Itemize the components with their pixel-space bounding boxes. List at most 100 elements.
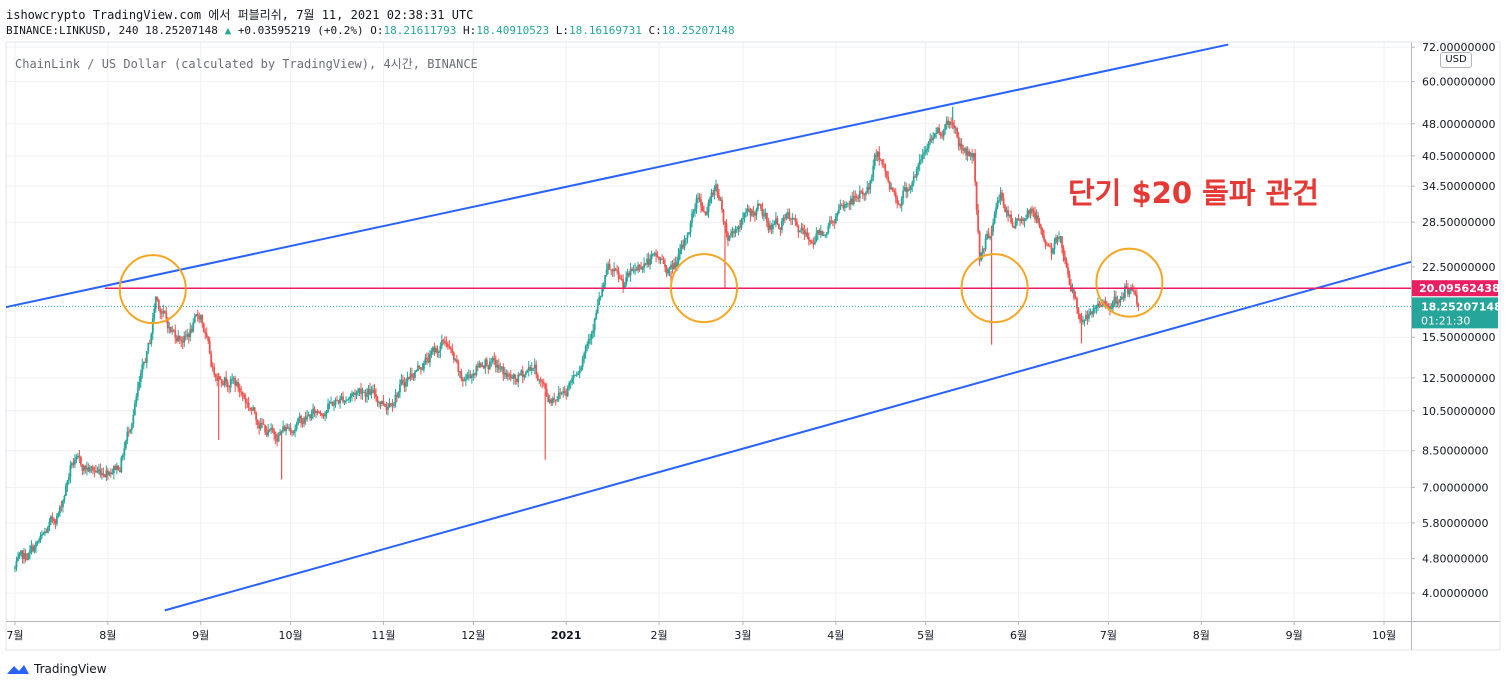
candle <box>941 130 944 140</box>
candle-body <box>587 338 590 345</box>
candle-body <box>35 542 37 548</box>
candle-body <box>1026 210 1029 219</box>
candle-body <box>1064 256 1066 261</box>
candle <box>831 220 834 227</box>
candle <box>842 199 845 211</box>
candle <box>821 230 824 237</box>
candle-body <box>557 392 560 400</box>
candle-body <box>479 363 482 367</box>
candle <box>915 167 918 181</box>
candle <box>72 457 75 468</box>
candle-body <box>1086 314 1089 319</box>
candle-body <box>617 271 620 279</box>
candle <box>349 393 352 403</box>
candle-body <box>553 398 556 400</box>
candle <box>786 208 789 220</box>
candle <box>1020 216 1023 224</box>
candle-body <box>358 388 361 391</box>
candle-body <box>999 192 1002 201</box>
candle <box>94 464 97 473</box>
candle <box>406 371 409 387</box>
candle <box>1121 292 1123 301</box>
candle <box>68 473 70 485</box>
candle-body <box>434 348 437 353</box>
candle <box>1128 287 1131 298</box>
candle <box>569 379 572 390</box>
candle <box>855 193 858 202</box>
currency-badge[interactable]: USD <box>1440 52 1472 68</box>
candle-body <box>84 466 87 470</box>
candle <box>1061 236 1063 254</box>
candle <box>384 403 386 408</box>
candle <box>473 372 476 379</box>
candle-body <box>340 396 343 399</box>
candle <box>794 214 797 226</box>
candle-body <box>542 382 545 384</box>
candle <box>99 463 102 478</box>
candle-body <box>235 382 238 386</box>
candle-body <box>688 232 690 235</box>
footer-branding[interactable]: TradingView <box>6 659 107 679</box>
low-value: 18.16169731 <box>569 24 642 37</box>
candle-body <box>927 142 930 149</box>
candle <box>430 348 433 359</box>
candle <box>551 396 554 406</box>
candle-body <box>887 176 890 182</box>
candle <box>866 181 869 194</box>
high-value: 18.40910523 <box>476 24 550 37</box>
candle-body <box>1088 313 1090 319</box>
candle-body <box>361 392 364 394</box>
candle <box>884 163 887 178</box>
candle-body <box>755 209 758 216</box>
candle <box>813 236 816 245</box>
candle <box>460 368 463 382</box>
candle-body <box>857 198 860 199</box>
candle-body <box>115 465 118 470</box>
price-tick-label: 72.00000000 <box>1422 41 1495 54</box>
candle <box>154 296 157 313</box>
candle <box>79 455 82 467</box>
candle <box>318 410 320 414</box>
candle-body <box>355 392 358 396</box>
candle <box>511 374 514 379</box>
candle <box>339 395 341 409</box>
candle <box>115 462 118 475</box>
candle <box>150 332 153 347</box>
candle <box>734 225 737 237</box>
time-tick-label: 3월 <box>734 629 751 642</box>
candle-body <box>733 231 735 234</box>
price-tick-label: 7.00000000 <box>1422 481 1488 494</box>
candle-body <box>65 485 67 496</box>
candle <box>810 239 813 244</box>
candle-body <box>213 367 216 375</box>
candle-body <box>455 359 458 363</box>
candle-body <box>960 143 963 149</box>
candle-body <box>580 367 583 371</box>
candle-body <box>424 357 427 364</box>
candle <box>240 385 243 397</box>
candle <box>803 224 806 240</box>
candle <box>274 431 277 444</box>
candle <box>599 295 602 301</box>
candle <box>393 401 395 409</box>
candle <box>1110 303 1113 310</box>
candle-body <box>978 231 981 261</box>
candle <box>301 417 304 428</box>
candle-body <box>807 236 810 240</box>
candle <box>523 374 526 381</box>
candle <box>652 252 654 257</box>
candle-body <box>861 191 864 195</box>
candle-body <box>289 427 292 433</box>
candle <box>466 371 469 380</box>
candle-body <box>515 378 518 382</box>
candle <box>327 398 329 413</box>
candle-body <box>503 372 506 375</box>
candle-body <box>319 413 322 415</box>
candle <box>740 217 743 230</box>
candle <box>593 317 596 337</box>
candle-body <box>730 233 732 236</box>
candle <box>863 192 866 202</box>
candle-body <box>500 366 503 369</box>
candle <box>440 334 443 350</box>
